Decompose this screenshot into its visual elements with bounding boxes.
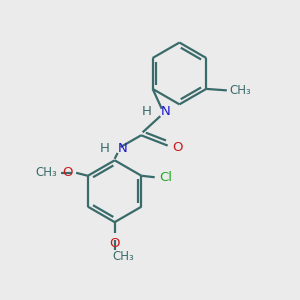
Text: O: O (110, 237, 120, 250)
Text: N: N (160, 105, 170, 118)
Text: CH₃: CH₃ (229, 84, 251, 97)
Text: H: H (142, 105, 152, 118)
Text: CH₃: CH₃ (112, 250, 134, 263)
Text: O: O (173, 141, 183, 154)
Text: H: H (100, 142, 110, 155)
Text: Cl: Cl (159, 171, 172, 184)
Text: CH₃: CH₃ (35, 166, 57, 179)
Text: O: O (62, 166, 73, 179)
Text: N: N (118, 142, 128, 155)
